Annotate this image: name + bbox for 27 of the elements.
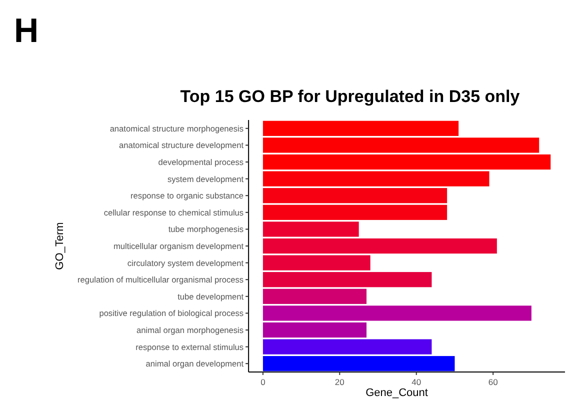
chart-title: Top 15 GO BP for Upregulated in D35 only: [180, 87, 520, 106]
y-tick-label: animal organ morphogenesis: [136, 325, 244, 335]
y-tick-label: multicellular organism development: [114, 241, 244, 251]
y-tick-label: regulation of multicellular organismal process: [78, 274, 244, 285]
x-tick-label: 20: [334, 377, 345, 387]
y-tick-label: tube development: [178, 291, 244, 302]
bar: [262, 288, 367, 304]
bar: [262, 339, 432, 354]
y-tick-label: response to external stimulus: [136, 342, 244, 352]
x-tick-label: 0: [260, 377, 266, 387]
y-tick-label: system development: [167, 174, 244, 184]
y-tick-label: tube morphogenesis: [168, 224, 244, 234]
y-tick-label: animal organ development: [146, 358, 244, 369]
y-tick-label: developmental process: [158, 157, 244, 167]
bar: [262, 204, 448, 220]
y-tick-label: cellular response to chemical stimulus: [104, 207, 244, 218]
x-tick-label: 60: [488, 377, 498, 387]
x-tick-label: 40: [412, 377, 422, 387]
y-tick-label: anatomical structure morphogenesis: [110, 123, 244, 134]
y-tick-label: response to organic substance: [130, 190, 244, 201]
x-axis-title: Gene_Count: [366, 387, 428, 399]
text: H: [14, 12, 39, 50]
y-axis-title: GO_Term: [54, 222, 66, 270]
y-tick-label: positive regulation of biological process: [99, 308, 244, 318]
y-tick-label: anatomical structure development: [119, 140, 244, 150]
y-tick-label: circulatory system development: [127, 258, 244, 268]
bar: [262, 356, 455, 372]
